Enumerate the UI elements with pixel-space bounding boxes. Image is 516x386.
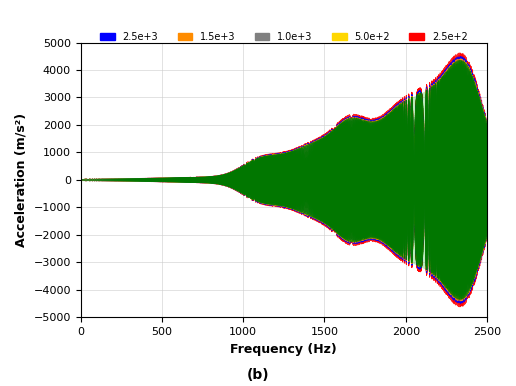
X-axis label: Frequency (Hz): Frequency (Hz): [231, 342, 337, 356]
Legend: 2.5e+3, 1.5e+3, 1.0e+3, 5.0e+2, 2.5e+2: 2.5e+3, 1.5e+3, 1.0e+3, 5.0e+2, 2.5e+2: [96, 28, 472, 46]
Y-axis label: Acceleration (m/s²): Acceleration (m/s²): [15, 113, 28, 247]
Text: (b): (b): [247, 368, 269, 382]
